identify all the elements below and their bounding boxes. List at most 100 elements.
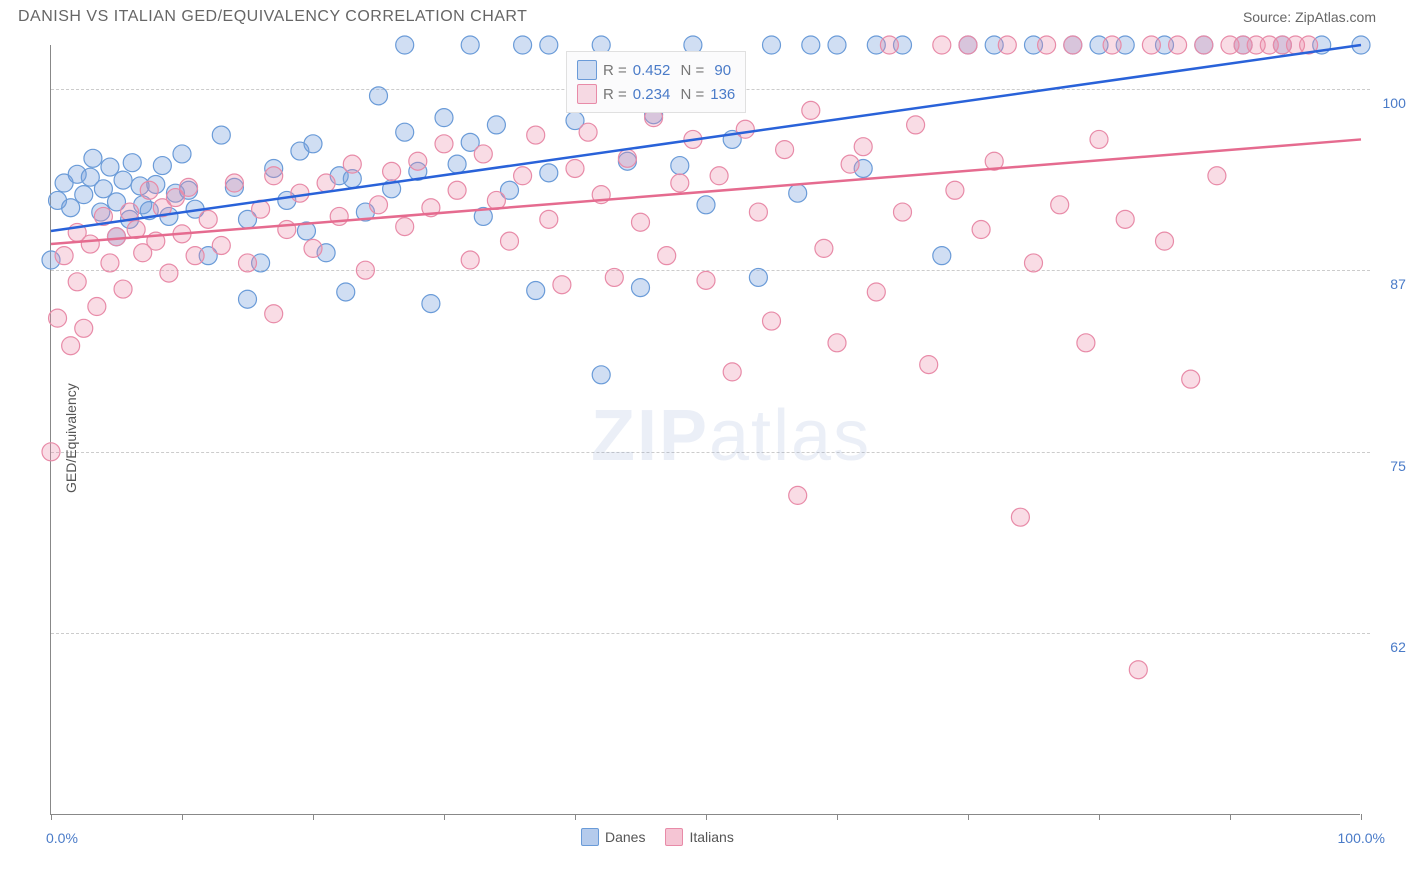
data-point xyxy=(356,261,374,279)
data-point xyxy=(173,145,191,163)
data-point xyxy=(343,155,361,173)
data-point xyxy=(540,210,558,228)
data-point xyxy=(1182,370,1200,388)
data-point xyxy=(828,334,846,352)
data-point xyxy=(514,167,532,185)
x-tick xyxy=(51,814,52,820)
data-point xyxy=(88,298,106,316)
italians-swatch-icon xyxy=(577,84,597,104)
data-point xyxy=(1011,508,1029,526)
data-point xyxy=(75,319,93,337)
data-point xyxy=(435,135,453,153)
data-point xyxy=(199,210,217,228)
data-point xyxy=(1142,36,1160,54)
data-point xyxy=(854,138,872,156)
data-point xyxy=(1208,167,1226,185)
data-point xyxy=(461,36,479,54)
data-point xyxy=(723,363,741,381)
data-point xyxy=(304,135,322,153)
data-point xyxy=(632,213,650,231)
data-point xyxy=(55,247,73,265)
data-point xyxy=(566,159,584,177)
data-point xyxy=(894,203,912,221)
data-point xyxy=(841,155,859,173)
data-point xyxy=(108,228,126,246)
data-point xyxy=(553,276,571,294)
data-point xyxy=(409,152,427,170)
data-point xyxy=(618,149,636,167)
data-point xyxy=(383,162,401,180)
data-point xyxy=(1156,232,1174,250)
x-tick xyxy=(182,814,183,820)
data-point xyxy=(907,116,925,134)
stats-row-italians: R =0.234 N =136 xyxy=(577,82,735,106)
data-point xyxy=(461,251,479,269)
data-point xyxy=(62,337,80,355)
data-point xyxy=(540,36,558,54)
data-point xyxy=(84,149,102,167)
data-point xyxy=(422,295,440,313)
data-point xyxy=(186,247,204,265)
data-point xyxy=(140,181,158,199)
legend-item: Italians xyxy=(665,828,733,846)
data-point xyxy=(959,36,977,54)
x-tick xyxy=(968,814,969,820)
data-point xyxy=(579,123,597,141)
data-point xyxy=(153,157,171,175)
data-point xyxy=(998,36,1016,54)
data-point xyxy=(114,280,132,298)
x-tick xyxy=(575,814,576,820)
data-point xyxy=(225,174,243,192)
data-point xyxy=(802,36,820,54)
data-point xyxy=(75,186,93,204)
scatter-plot-svg xyxy=(51,45,1361,815)
data-point xyxy=(1129,661,1147,679)
data-point xyxy=(671,174,689,192)
data-point xyxy=(736,120,754,138)
data-point xyxy=(291,184,309,202)
data-point xyxy=(487,116,505,134)
chart-plot-area: ZIPatlas R =0.452 N = 90 R =0.234 N =136… xyxy=(50,45,1360,815)
legend-swatch-icon xyxy=(581,828,599,846)
data-point xyxy=(632,279,650,297)
x-tick xyxy=(313,814,314,820)
data-point xyxy=(396,123,414,141)
legend-swatch-icon xyxy=(665,828,683,846)
y-tick-label: 87.5% xyxy=(1370,276,1406,292)
data-point xyxy=(114,171,132,189)
data-point xyxy=(920,356,938,374)
data-point xyxy=(789,184,807,202)
legend-label: Danes xyxy=(605,829,645,845)
data-point xyxy=(514,36,532,54)
data-point xyxy=(946,181,964,199)
data-point xyxy=(317,174,335,192)
data-point xyxy=(1038,36,1056,54)
data-point xyxy=(212,236,230,254)
x-tick xyxy=(837,814,838,820)
legend-bottom: Danes Italians xyxy=(581,828,734,846)
data-point xyxy=(212,126,230,144)
data-point xyxy=(435,109,453,127)
data-point xyxy=(815,239,833,257)
data-point xyxy=(697,196,715,214)
data-point xyxy=(972,221,990,239)
data-point xyxy=(1077,334,1095,352)
x-axis-min-label: 0.0% xyxy=(46,830,78,846)
data-point xyxy=(239,254,257,272)
stats-legend-box: R =0.452 N = 90 R =0.234 N =136 xyxy=(566,51,746,113)
data-point xyxy=(160,264,178,282)
y-axis-label: GED/Equivalency xyxy=(63,383,79,493)
data-point xyxy=(1116,210,1134,228)
x-tick xyxy=(444,814,445,820)
data-point xyxy=(278,221,296,239)
data-point xyxy=(304,239,322,257)
x-tick xyxy=(1099,814,1100,820)
data-point xyxy=(501,232,519,250)
data-point xyxy=(880,36,898,54)
data-point xyxy=(448,181,466,199)
data-point xyxy=(592,366,610,384)
data-point xyxy=(658,247,676,265)
y-tick-label: 62.5% xyxy=(1370,639,1406,655)
data-point xyxy=(527,282,545,300)
data-point xyxy=(474,145,492,163)
